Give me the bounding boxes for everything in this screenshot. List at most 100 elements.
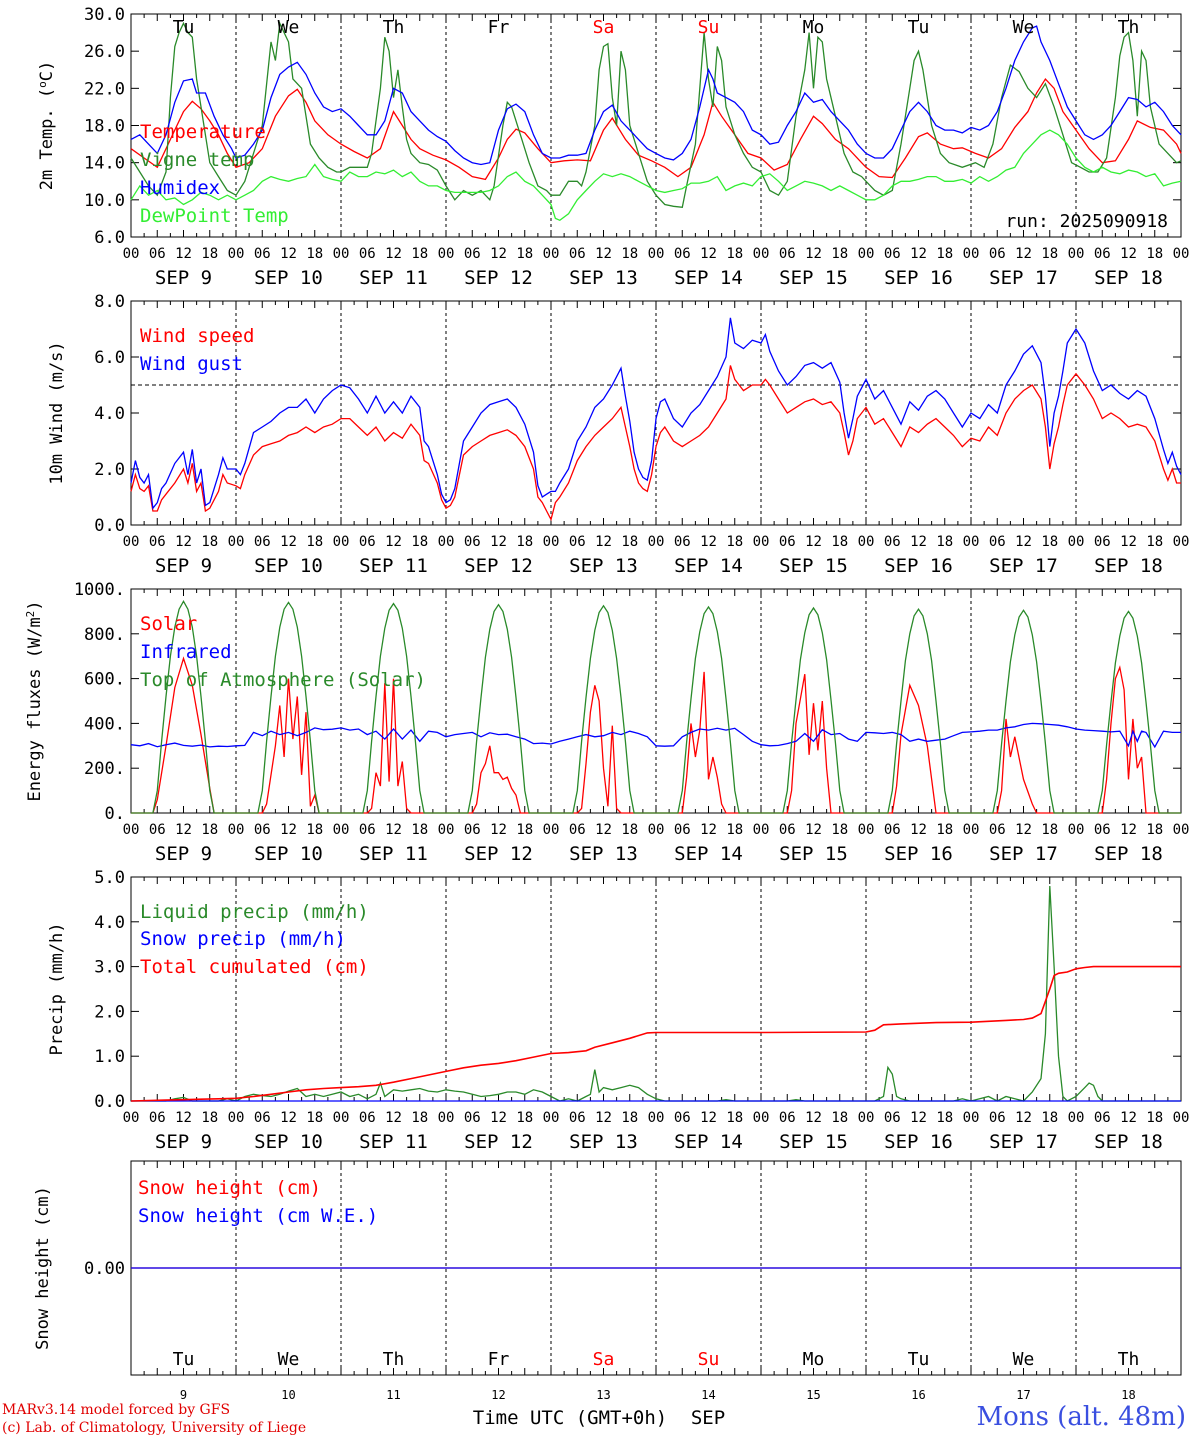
hour-tick-label: 18: [621, 822, 638, 838]
hour-tick-label: 18: [621, 246, 638, 262]
plot-frame: [130, 13, 1182, 238]
hour-tick-label: 12: [910, 534, 927, 550]
hour-tick-label: 06: [254, 246, 271, 262]
date-label: SEP 13: [569, 843, 638, 865]
hour-tick-label: 00: [228, 534, 245, 550]
weekday-label: Th: [1118, 17, 1140, 38]
hour-tick-label: 00: [963, 246, 980, 262]
date-label: SEP 17: [989, 555, 1058, 577]
date-label: SEP 16: [884, 843, 953, 865]
hour-tick-label: 12: [805, 1110, 822, 1126]
day-number-label: 12: [491, 1388, 505, 1402]
hour-tick-label: 12: [490, 246, 507, 262]
weekday-label: Tu: [173, 17, 195, 38]
hour-tick-label: 18: [411, 534, 428, 550]
hour-tick-label: 18: [1146, 534, 1163, 550]
date-label: SEP 18: [1094, 555, 1163, 577]
date-label: SEP 11: [359, 843, 428, 865]
hour-tick-label: 00: [543, 822, 560, 838]
copyright-credit: (c) Lab. of Climatology, University of L…: [2, 1420, 307, 1436]
date-label: SEP 18: [1094, 1131, 1163, 1153]
station-name: Mons (alt. 48m): [976, 1402, 1186, 1432]
hour-tick-label: 12: [280, 534, 297, 550]
hour-tick-label: 12: [1120, 1110, 1137, 1126]
date-label: SEP 10: [254, 1131, 323, 1153]
weekday-label: We: [278, 17, 300, 38]
hour-tick-label: 06: [359, 534, 376, 550]
weekday-label: Su: [698, 1349, 720, 1370]
hour-tick-label: 00: [438, 822, 455, 838]
y-tick-label: 4.0: [94, 913, 125, 933]
hour-tick-label: 18: [831, 1110, 848, 1126]
hour-tick-label: 18: [306, 534, 323, 550]
date-label: SEP 9: [155, 843, 212, 865]
date-label: SEP 11: [359, 555, 428, 577]
series-line-humidex: [130, 25, 1182, 166]
hour-tick-label: 06: [149, 1110, 166, 1126]
date-label: SEP 12: [464, 843, 533, 865]
hour-tick-label: 12: [910, 1110, 927, 1126]
hour-tick-label: 12: [385, 534, 402, 550]
date-label: SEP 18: [1094, 843, 1163, 865]
chart-panel-3: 0. 200. 400. 600. 800. 1000. Energy fluxes (W/…: [24, 580, 1190, 865]
weekday-label: Su: [698, 17, 720, 38]
hour-tick-label: 06: [569, 1110, 586, 1126]
date-label: SEP 13: [569, 267, 638, 289]
hour-tick-label: 12: [385, 1110, 402, 1126]
hour-tick-label: 00: [1068, 822, 1085, 838]
hour-tick-label: 06: [1094, 534, 1111, 550]
hour-tick-label: 18: [621, 534, 638, 550]
hour-tick-label: 00: [543, 246, 560, 262]
hour-tick-label: 12: [385, 822, 402, 838]
hour-tick-label: 18: [726, 534, 743, 550]
date-label: SEP 10: [254, 843, 323, 865]
date-label: SEP 14: [674, 555, 743, 577]
hour-tick-label: 06: [989, 1110, 1006, 1126]
hour-tick-label: 06: [149, 822, 166, 838]
hour-tick-label: 12: [1120, 534, 1137, 550]
weekday-label: Tu: [908, 17, 930, 38]
date-label: SEP 16: [884, 555, 953, 577]
hour-tick-label: 06: [149, 534, 166, 550]
hour-tick-label: 12: [700, 822, 717, 838]
hour-tick-label: 18: [201, 1110, 218, 1126]
hour-tick-label: 06: [464, 822, 481, 838]
hour-tick-label: 00: [1068, 534, 1085, 550]
hour-tick-label: 00: [123, 246, 140, 262]
hour-tick-label: 12: [280, 246, 297, 262]
weekday-label: Th: [383, 17, 405, 38]
hour-tick-label: 00: [963, 534, 980, 550]
date-label: SEP 12: [464, 1131, 533, 1153]
hour-tick-label: 18: [831, 822, 848, 838]
hour-tick-label: 00: [753, 822, 770, 838]
hour-tick-label: 18: [306, 822, 323, 838]
series-line-dewpoint-temp: [130, 129, 1182, 222]
hour-tick-label: 12: [595, 822, 612, 838]
hour-tick-label: 06: [569, 534, 586, 550]
hour-tick-label: 06: [254, 534, 271, 550]
y-tick-label: 0.0: [94, 516, 125, 536]
y-tick-label: 1.0: [94, 1047, 125, 1067]
date-label: SEP 16: [884, 1131, 953, 1153]
hour-tick-label: 18: [1041, 822, 1058, 838]
date-label: SEP 13: [569, 1131, 638, 1153]
hour-tick-label: 12: [280, 822, 297, 838]
hour-tick-label: 00: [753, 246, 770, 262]
hour-tick-label: 06: [149, 246, 166, 262]
hour-tick-label: 06: [779, 822, 796, 838]
day-number-label: 13: [596, 1388, 610, 1402]
hour-tick-label: 18: [201, 534, 218, 550]
hour-tick-label: 06: [989, 246, 1006, 262]
hour-tick-label: 18: [936, 246, 953, 262]
weekday-label: Th: [1118, 1349, 1140, 1370]
y-axis-label: Snow height (cm): [33, 1186, 53, 1350]
weekday-label: Mo: [803, 1349, 825, 1370]
hour-tick-label: 18: [411, 822, 428, 838]
hour-tick-label: 12: [595, 534, 612, 550]
hour-tick-label: 00: [1173, 822, 1190, 838]
hour-tick-label: 12: [700, 246, 717, 262]
hour-tick-label: 12: [805, 822, 822, 838]
hour-tick-label: 00: [963, 822, 980, 838]
hour-tick-label: 06: [569, 246, 586, 262]
hour-tick-label: 00: [648, 1110, 665, 1126]
